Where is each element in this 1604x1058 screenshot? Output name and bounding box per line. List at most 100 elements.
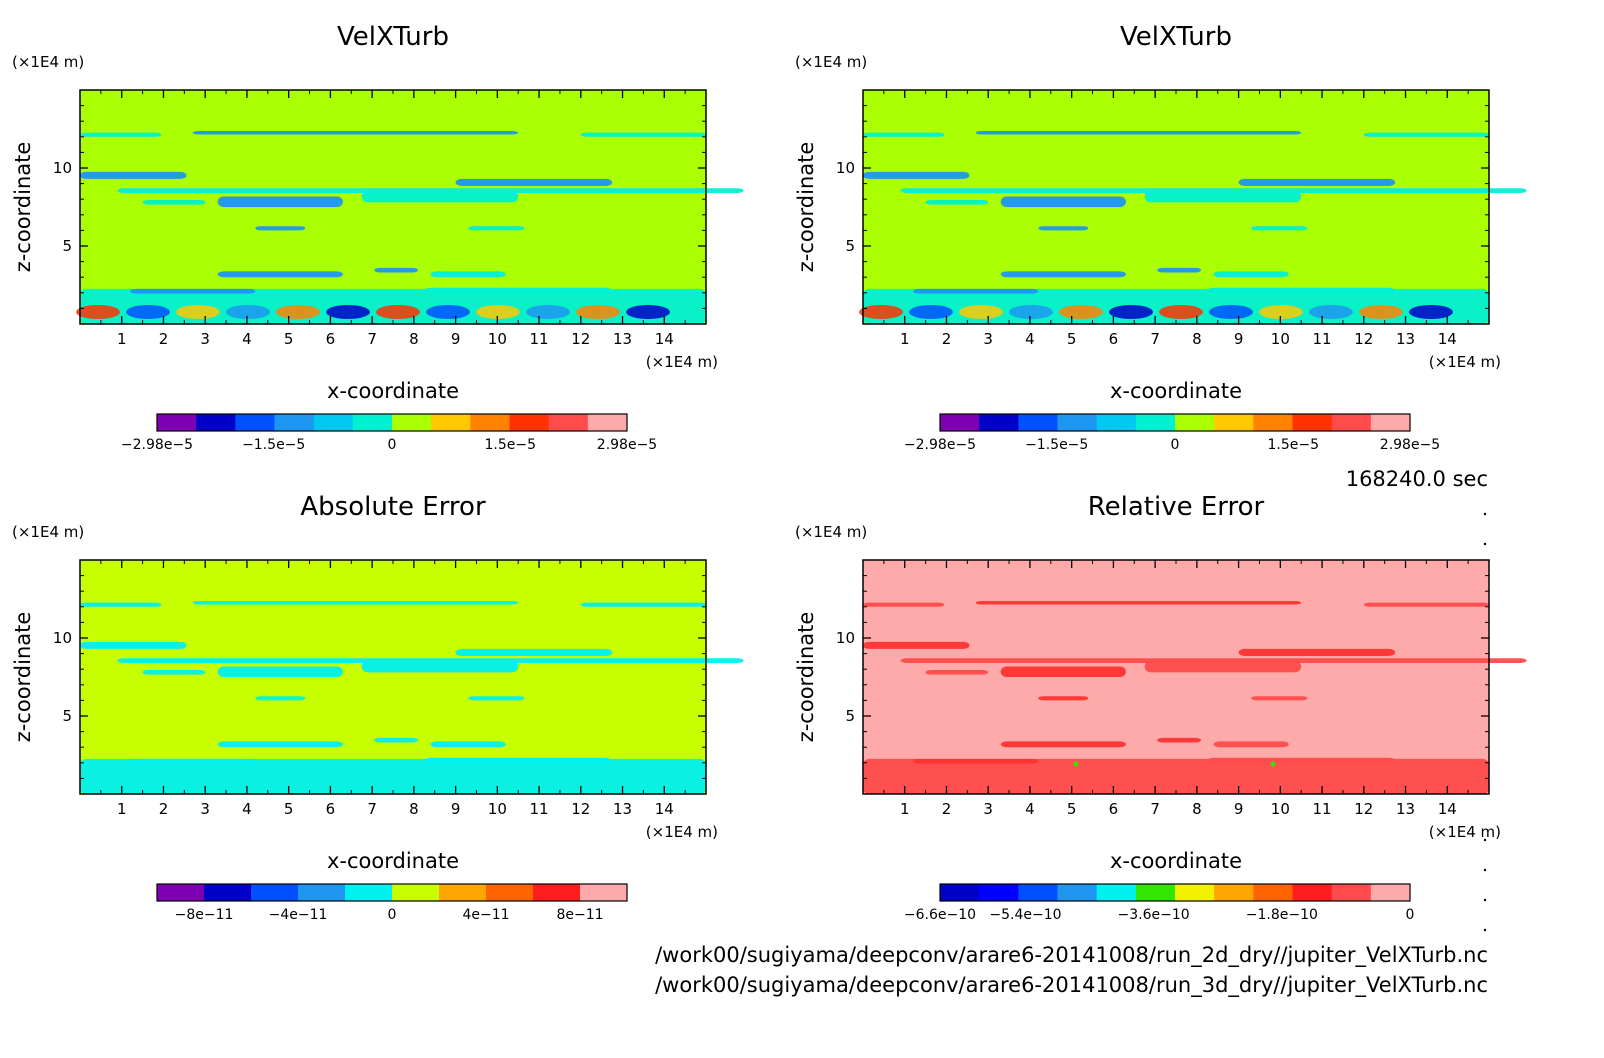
contour-band — [217, 666, 343, 677]
contour-band — [1000, 741, 1126, 748]
x-axis-label: x-coordinate — [1110, 379, 1242, 403]
chart-title: Absolute Error — [300, 492, 486, 522]
x-tick-label: 7 — [367, 330, 377, 348]
colorbar-label: 1.5e−5 — [485, 437, 537, 453]
colorbar-swatch — [533, 884, 581, 901]
colorbar-swatch — [1214, 884, 1254, 901]
x-tick-label: 14 — [655, 330, 674, 348]
y-tick-label: 10 — [836, 629, 855, 647]
colorbar-label: −2.98e−5 — [904, 437, 976, 453]
eddy-shape — [1159, 305, 1203, 319]
colorbar-label: 4e−11 — [462, 907, 509, 923]
contour-band — [863, 171, 970, 179]
x-tick-label: 9 — [451, 800, 461, 818]
contour-band — [863, 132, 945, 137]
contour-band — [468, 226, 525, 231]
x-tick-label: 4 — [1025, 800, 1035, 818]
y-tick-label: 5 — [62, 237, 72, 255]
x-tick-label: 6 — [326, 800, 336, 818]
eddy-shape — [576, 305, 620, 319]
y-tick-label: 10 — [53, 159, 72, 177]
contour-band — [1207, 757, 1396, 764]
colorbar-swatch — [1214, 414, 1254, 431]
x-tick-label: 10 — [488, 800, 507, 818]
colorbar-label: −3.6e−10 — [1118, 907, 1190, 923]
colorbar-swatch — [345, 884, 393, 901]
x-tick-label: 6 — [1109, 800, 1119, 818]
colorbar-swatch — [1057, 414, 1098, 431]
x-tick-label: 13 — [613, 330, 632, 348]
eddy-shape — [959, 305, 1003, 319]
contour-band — [80, 132, 162, 137]
y-unit-label: (×1E4 m) — [795, 53, 867, 71]
x-unit-label: (×1E4 m) — [1429, 353, 1501, 371]
colorbar-label: 0 — [388, 437, 397, 453]
x-tick-label: 9 — [1234, 330, 1244, 348]
x-tick-label: 2 — [942, 330, 952, 348]
x-tick-label: 2 — [159, 800, 169, 818]
x-tick-label: 5 — [284, 330, 294, 348]
contour-band — [863, 758, 1489, 794]
y-tick-label: 5 — [845, 237, 855, 255]
contour-band — [1157, 267, 1202, 273]
contour-band — [361, 190, 519, 203]
x-tick-label: 5 — [1067, 330, 1077, 348]
colorbar-swatch — [548, 414, 589, 431]
plot-background — [80, 560, 706, 794]
eddy-shape — [376, 305, 420, 319]
y-axis-label: z-coordinate — [11, 142, 35, 273]
x-tick-label: 4 — [242, 800, 252, 818]
contour-band — [580, 132, 706, 137]
contour-band — [374, 267, 419, 273]
x-tick-label: 12 — [1354, 800, 1373, 818]
colorbar-frame — [156, 883, 628, 902]
colorbar-swatch — [587, 414, 628, 431]
contour-band — [1038, 696, 1089, 701]
x-tick-label: 7 — [1150, 330, 1160, 348]
contour-band — [130, 288, 256, 294]
contour-band — [217, 196, 343, 207]
colorbar-frame — [939, 413, 1411, 432]
contour-band — [1207, 287, 1396, 294]
eddy-shape — [909, 305, 953, 319]
colorbar-swatch — [1135, 884, 1176, 901]
eddy-shape — [1059, 305, 1103, 319]
contour-band — [1213, 271, 1289, 278]
x-tick-label: 14 — [1438, 800, 1457, 818]
colorbar-label: −2.98e−5 — [121, 437, 193, 453]
eddy-shape — [1409, 305, 1453, 319]
contour-band — [142, 199, 206, 205]
contour-band — [80, 602, 162, 607]
contour-bands — [863, 600, 1527, 794]
panel-bottom-left: Absolute Error(×1E4 m)1 2 3 4 5 6 7 8 9 10 11 12 13 1… — [11, 492, 744, 923]
x-tick-label: 1 — [900, 800, 910, 818]
colorbar-swatch — [1018, 414, 1058, 431]
x-tick-label: 12 — [571, 800, 590, 818]
x-axis-label: x-coordinate — [327, 849, 459, 873]
file-path-1: /work00/sugiyama/deepconv/arare6-2014100… — [655, 943, 1488, 968]
x-tick-label: 12 — [571, 330, 590, 348]
colorbar-swatch — [1253, 414, 1293, 431]
eddy-shape — [326, 305, 370, 319]
colorbar-label: 0 — [1171, 437, 1180, 453]
colorbar-swatch — [431, 414, 471, 431]
colorbar-label: −1.8e−10 — [1246, 907, 1318, 923]
x-tick-label: 9 — [1234, 800, 1244, 818]
contour-band — [1038, 226, 1089, 231]
chart-title: Relative Error — [1088, 492, 1265, 522]
x-tick-label: 10 — [1271, 800, 1290, 818]
colorbar: −2.98e−5 −1.5e−5 0 1.5e−5 2.98e−5 — [121, 413, 657, 453]
x-tick-label: 2 — [159, 330, 169, 348]
y-axis-label: z-coordinate — [794, 612, 818, 743]
colorbar-label: −5.4e−10 — [989, 907, 1061, 923]
contour-band — [975, 130, 1302, 135]
contour-band — [80, 641, 187, 649]
colorbar-label: 2.98e−5 — [597, 437, 657, 453]
y-unit-label: (×1E4 m) — [12, 53, 84, 71]
y-tick-label: 10 — [836, 159, 855, 177]
contour-band — [255, 226, 306, 231]
colorbar-swatch — [251, 884, 299, 901]
colorbar-swatch — [1057, 884, 1098, 901]
contour-band — [455, 178, 613, 186]
